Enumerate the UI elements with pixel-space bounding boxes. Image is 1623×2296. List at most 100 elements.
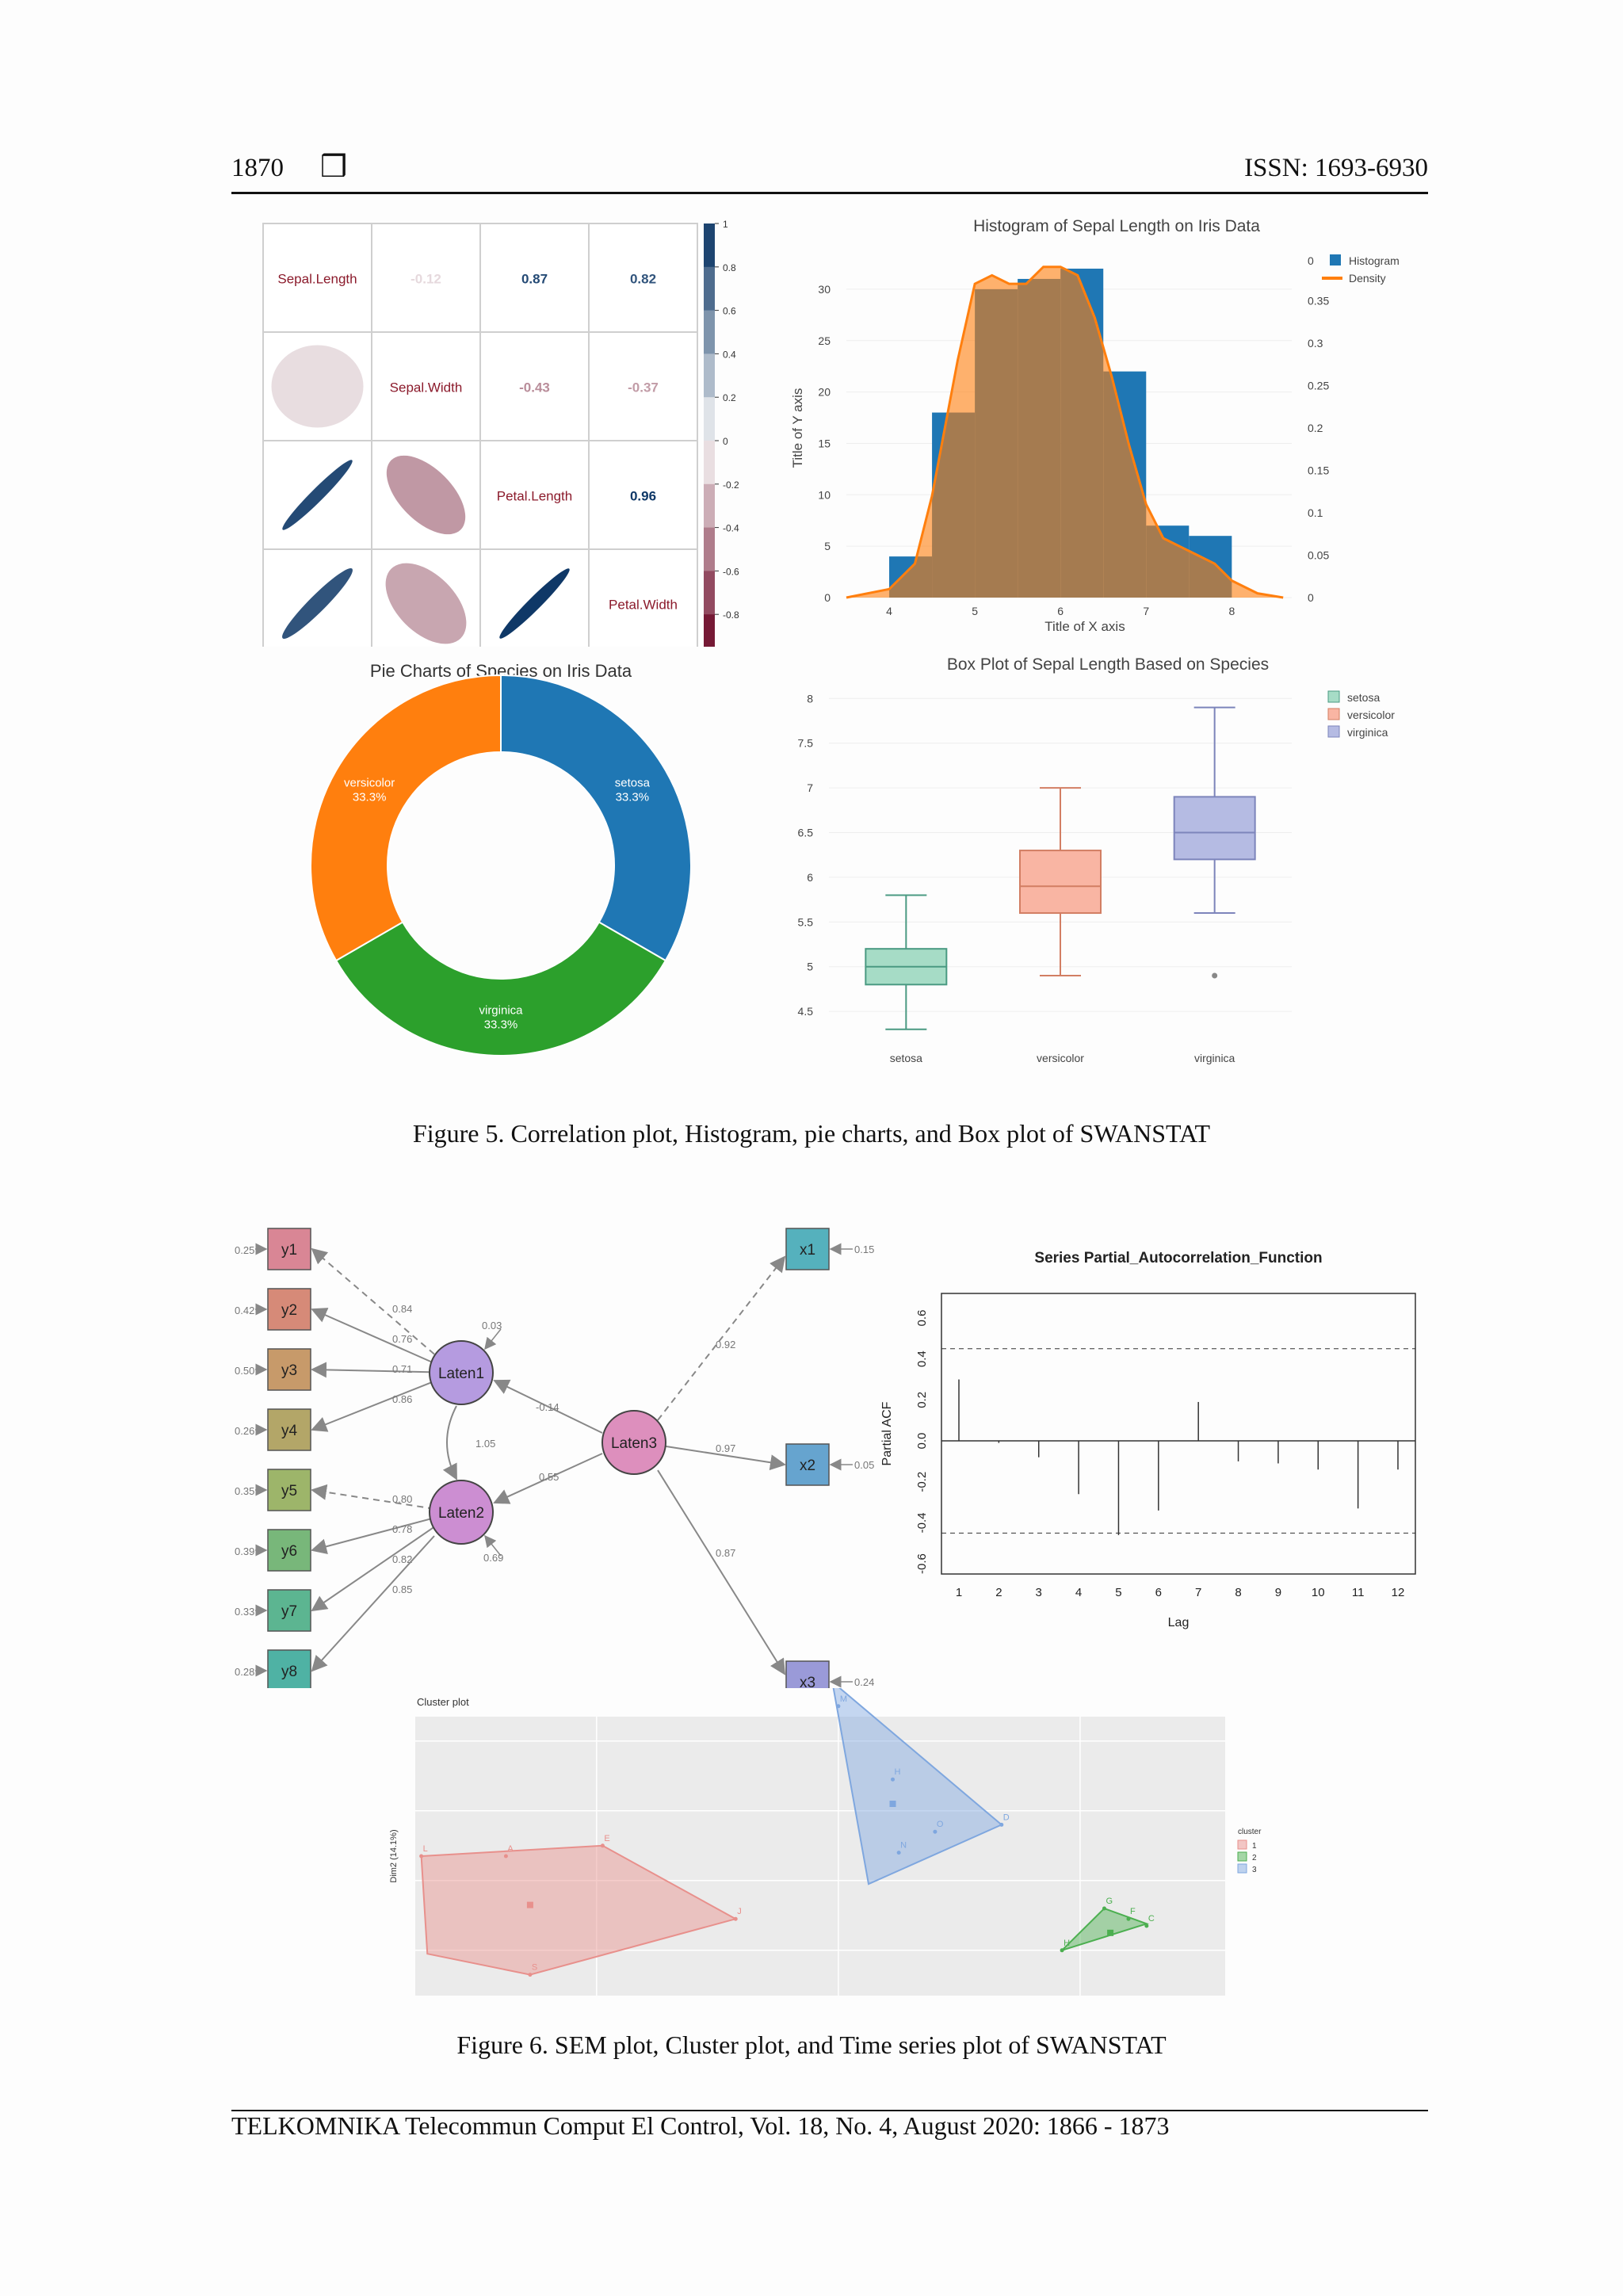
colorbar-segment xyxy=(704,266,715,311)
pie-slice-versicolor xyxy=(310,674,502,962)
sem-indicator-box xyxy=(785,1228,830,1270)
pacf-chart: Series Partial_Autocorrelation_Function 1… xyxy=(880,1250,1416,1629)
pacf-x-tick: 8 xyxy=(1235,1586,1241,1599)
sem-error-label: 0.42 xyxy=(235,1305,254,1316)
sem-indicator-label: y1 xyxy=(281,1242,297,1259)
pacf-y-label: Partial ACF xyxy=(880,1401,894,1465)
hist-y2-tick: 0 xyxy=(1308,591,1314,604)
box-x-tick: versicolor xyxy=(1037,1052,1084,1064)
pacf-x-tick: 12 xyxy=(1392,1586,1405,1599)
cluster-center xyxy=(889,1801,896,1807)
colorbar-tick-label: 0.4 xyxy=(723,349,736,360)
colorbar-segment xyxy=(704,614,715,647)
density-line xyxy=(846,266,1284,599)
colorbar-segment xyxy=(704,527,715,572)
pie-pct-label: 33.3% xyxy=(484,1018,518,1032)
sem-loading-label: 0.78 xyxy=(392,1523,412,1535)
corr-cell xyxy=(262,223,372,333)
corr-ellipse xyxy=(385,563,467,644)
sem-covariance-path xyxy=(442,1405,457,1480)
pie-label: virginica xyxy=(479,1004,523,1018)
pie-label: setosa xyxy=(615,776,651,789)
cluster-point-label: A xyxy=(507,1844,514,1854)
cluster-hull-1 xyxy=(420,1844,738,1976)
sem-latent-node xyxy=(601,1410,666,1475)
sem-error-label: 0.15 xyxy=(854,1244,874,1255)
legend-swatch-histogram xyxy=(1330,254,1341,266)
corr-cell xyxy=(371,223,481,333)
colorbar-segment xyxy=(704,571,715,616)
corr-diagonal-label: Sepal.Length xyxy=(277,272,357,287)
corr-ellipse xyxy=(499,568,570,639)
box-legend-swatch xyxy=(1327,708,1340,720)
hist-x-tick: 7 xyxy=(1143,605,1149,617)
sem-indicator-label: y6 xyxy=(281,1543,297,1560)
sem-indicator-label: y4 xyxy=(281,1423,298,1439)
sem-indicator-label: x2 xyxy=(800,1457,815,1474)
colorbar-tick-label: -0.2 xyxy=(723,479,739,491)
pie-chart: Pie Charts of Species on Iris Datasetosa… xyxy=(310,661,692,1056)
corr-value-label: 0.87 xyxy=(521,272,548,287)
sem-error-label: 0.25 xyxy=(235,1244,254,1256)
cluster-title: Cluster plot xyxy=(417,1696,469,1708)
sem-indicator-label: y8 xyxy=(281,1664,297,1680)
cluster-point-label: G xyxy=(1106,1897,1113,1906)
legend-marker: 0 xyxy=(1308,254,1314,267)
hist-y2-tick: 0.1 xyxy=(1308,506,1323,519)
cluster-point xyxy=(528,1973,533,1977)
cluster-hull-2 xyxy=(1061,1907,1149,1951)
pacf-x-label: Lag xyxy=(1168,1616,1190,1629)
sem-error-label: 0.39 xyxy=(235,1545,254,1557)
corr-value-label: 0.82 xyxy=(630,272,656,287)
pie-slice-setosa xyxy=(500,674,692,962)
corr-cell xyxy=(588,223,698,333)
cluster-point xyxy=(419,1854,424,1859)
hist-x-tick: 5 xyxy=(972,605,978,617)
cluster-point xyxy=(933,1829,938,1834)
sem-loading-label: 0.80 xyxy=(392,1493,412,1505)
box-x-tick: setosa xyxy=(890,1052,922,1064)
sem-resid-arrow xyxy=(484,1328,502,1350)
hist-y-tick: 5 xyxy=(824,540,831,552)
colorbar-tick-label: 0 xyxy=(723,436,728,447)
sem-latent-label: Laten1 xyxy=(438,1366,484,1382)
corr-value-label: 0.96 xyxy=(630,489,656,504)
pie-label: versicolor xyxy=(344,776,395,789)
hist-y-tick: 10 xyxy=(818,488,831,501)
cluster-point-label: C xyxy=(1148,1914,1155,1924)
sem-indicator-box xyxy=(267,1348,311,1391)
pacf-x-tick: 1 xyxy=(956,1586,962,1599)
pacf-y-tick: 0.2 xyxy=(915,1392,929,1408)
issn: ISSN: 1693-6930 xyxy=(1244,154,1428,182)
cluster-point xyxy=(733,1916,738,1921)
sem-diagram: y1 0.25 0.84 y2 0.42 0.76 y3 0.50 0.71 y4 0.26 0.86… xyxy=(235,1228,874,1688)
sem-latent-label: Laten2 xyxy=(438,1505,484,1522)
sem-indicator-box xyxy=(267,1469,311,1511)
cluster-legend-swatch xyxy=(1237,1839,1247,1850)
pacf-y-tick: 0.4 xyxy=(915,1350,929,1367)
sem-indicator-box xyxy=(267,1589,311,1632)
figure6-caption: Figure 6. SEM plot, Cluster plot, and Ti… xyxy=(456,2030,1167,2059)
pacf-y-tick: 0.0 xyxy=(915,1433,929,1450)
colorbar-segment xyxy=(704,353,715,399)
cluster-point-label: D xyxy=(1003,1813,1010,1822)
sem-path-label: 0.55 xyxy=(539,1471,559,1483)
cluster-legend-label: 1 xyxy=(1252,1842,1257,1851)
figure5-caption: Figure 5. Correlation plot, Histogram, p… xyxy=(412,1119,1211,1148)
pacf-x-tick: 6 xyxy=(1155,1586,1162,1599)
box-y-tick: 5.5 xyxy=(798,915,814,928)
histogram-chart: Histogram of Sepal Length on Iris Data 0 5… xyxy=(790,217,1400,634)
colorbar-segment xyxy=(704,483,715,529)
sem-loading-label: 0.76 xyxy=(392,1333,412,1345)
footer-journal: TELKOMNIKA Telecommun Comput El Control,… xyxy=(231,2111,1170,2140)
pacf-x-tick: 9 xyxy=(1275,1586,1281,1599)
correlation-plot: Sepal.Length Sepal.Width Petal.Length Petal… xyxy=(262,219,739,647)
colorbar-tick-label: 1 xyxy=(723,219,728,230)
cluster-point-label: E xyxy=(604,1834,609,1843)
sem-indicator-box xyxy=(267,1649,311,1688)
corr-cell xyxy=(479,223,590,333)
corr-ellipse xyxy=(271,345,364,428)
sem-loading-label: 0.71 xyxy=(392,1363,412,1375)
sem-indicator-label: y2 xyxy=(281,1302,297,1319)
sem-loading-path xyxy=(311,1484,435,1510)
